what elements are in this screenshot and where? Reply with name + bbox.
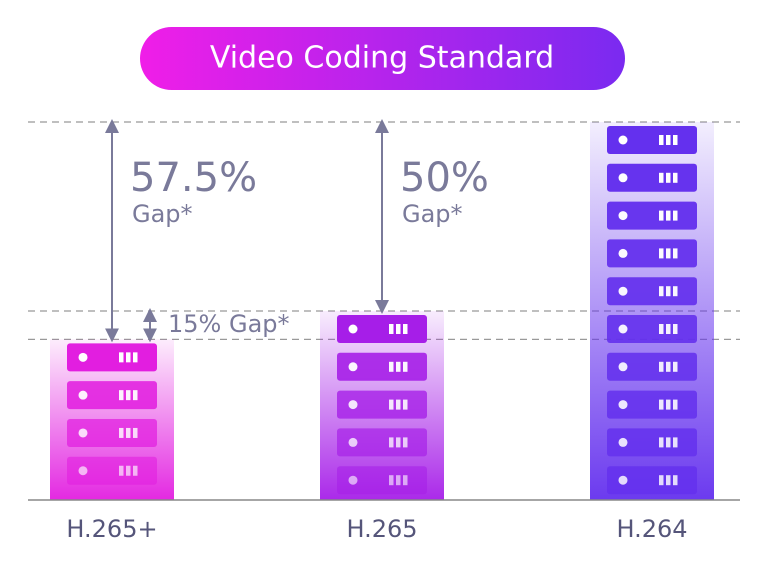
x-tick-label: H.264 (616, 515, 687, 543)
server-unit (607, 239, 697, 268)
server-unit (67, 343, 157, 372)
server-unit (337, 315, 427, 343)
server-unit (607, 163, 697, 192)
x-tick-label: H.265 (346, 515, 417, 543)
title-pill (140, 27, 625, 90)
server-unit (607, 126, 697, 154)
server-unit (607, 352, 697, 381)
server-unit (67, 418, 157, 447)
server-unit (67, 381, 157, 410)
server-unit (337, 352, 427, 381)
annotation-caption: Gap* (132, 200, 193, 228)
server-unit (607, 315, 697, 343)
server-unit (337, 466, 427, 495)
server-unit (607, 428, 697, 457)
server-unit (337, 390, 427, 419)
annotation-headline: 57.5% (130, 155, 257, 201)
server-unit (607, 466, 697, 495)
server-unit (67, 456, 157, 485)
server-unit (337, 428, 427, 457)
annotation-headline: 50% (400, 155, 489, 201)
server-unit (607, 277, 697, 306)
chart-title: Video Coding Standard (210, 41, 554, 76)
server-unit (607, 201, 697, 230)
x-tick-label: H.265+ (66, 515, 157, 543)
annotation-text: 15% Gap* (168, 310, 290, 338)
server-unit (607, 390, 697, 419)
annotation-caption: Gap* (402, 200, 463, 228)
